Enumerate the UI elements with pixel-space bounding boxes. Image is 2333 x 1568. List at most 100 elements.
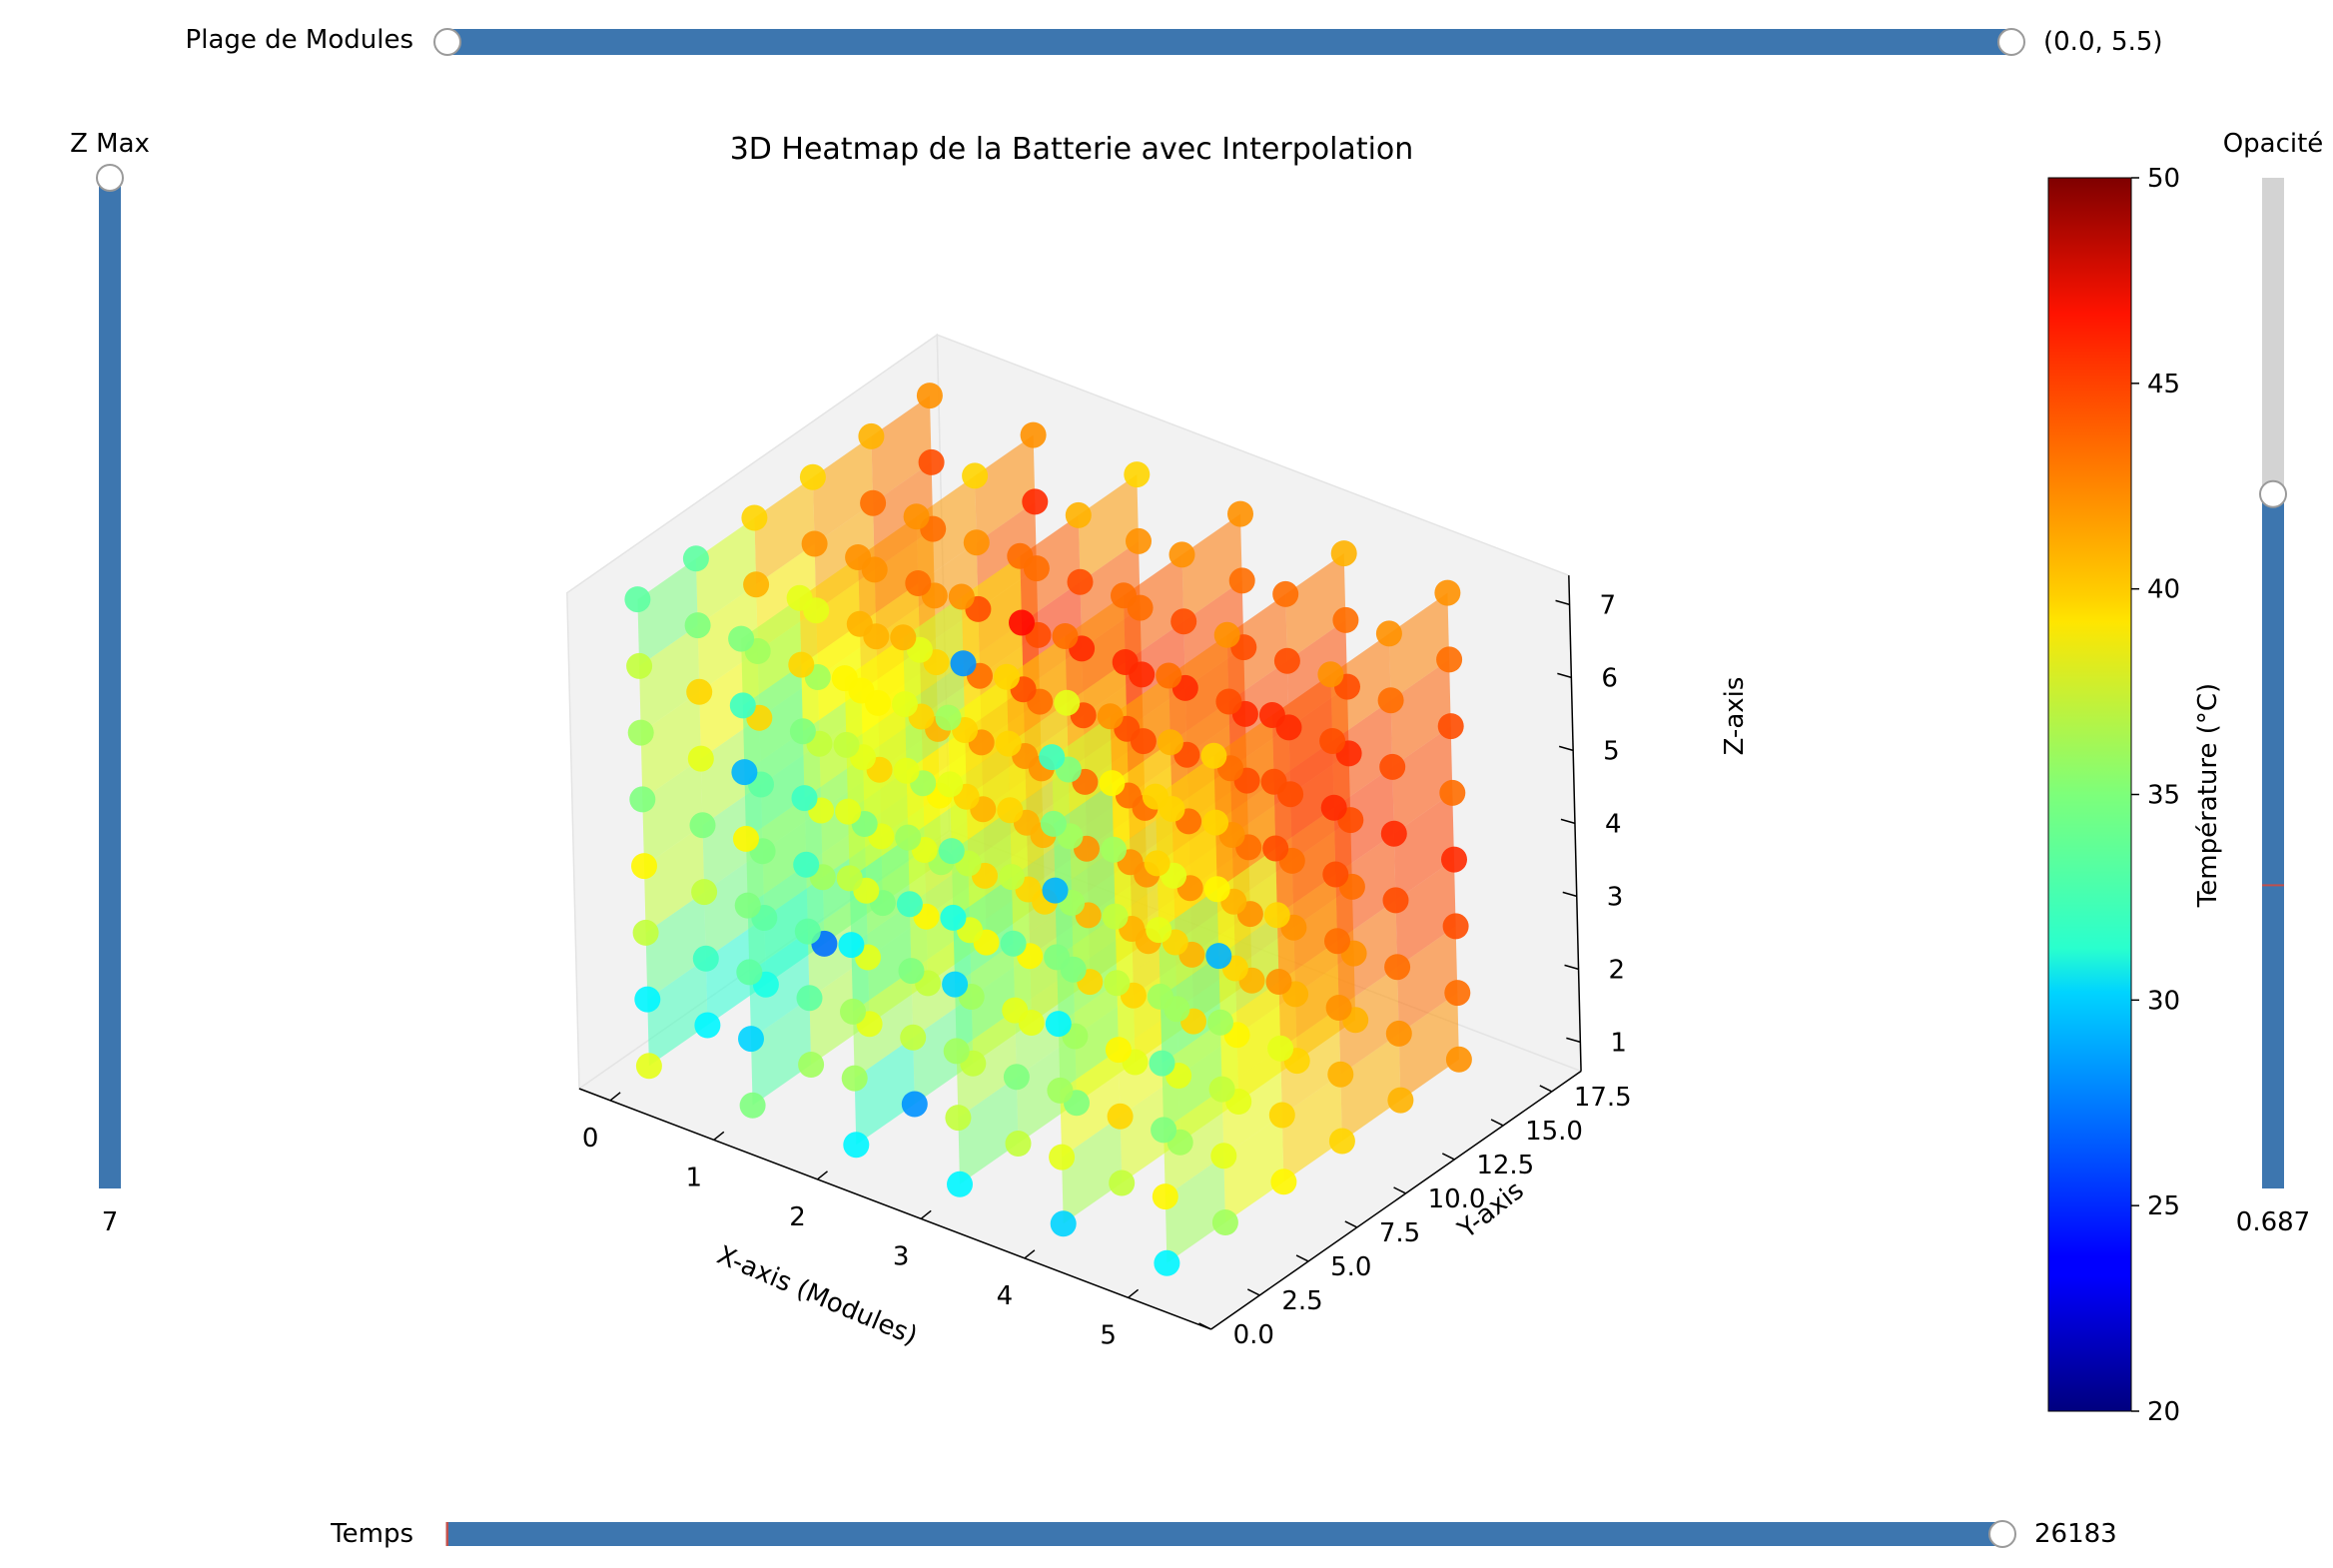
y-tick-label: 5.0 xyxy=(1330,1252,1371,1282)
surface-patch xyxy=(1162,1022,1222,1131)
zmax-slider-handle[interactable] xyxy=(96,164,124,192)
surface-patch xyxy=(645,892,706,1000)
data-point xyxy=(1207,1009,1233,1036)
surface-patch xyxy=(1168,634,1229,743)
data-point xyxy=(1099,770,1126,797)
data-point xyxy=(632,919,659,946)
modules-slider-fill xyxy=(447,29,2011,55)
data-point xyxy=(1047,1077,1074,1104)
data-point xyxy=(794,918,821,945)
surface-patch xyxy=(1397,926,1458,1034)
data-point xyxy=(841,1065,868,1092)
data-point xyxy=(1049,1144,1076,1171)
data-point xyxy=(1439,779,1466,806)
data-point xyxy=(798,1052,825,1078)
surface-patch xyxy=(1065,595,1126,703)
data-point xyxy=(1105,1037,1132,1064)
z-tick xyxy=(1555,599,1570,606)
opacity-slider-handle[interactable] xyxy=(2259,479,2287,508)
modules-slider-handle-max[interactable] xyxy=(1997,28,2025,56)
x-tick xyxy=(713,1131,725,1141)
surface-patch xyxy=(955,943,1016,1052)
data-point xyxy=(1154,1249,1180,1276)
data-point xyxy=(1109,1170,1136,1196)
data-point xyxy=(1273,647,1300,674)
surface-patch xyxy=(956,1010,1017,1119)
zmax-slider[interactable]: Z Max 7 xyxy=(70,129,150,1237)
x-axis-label: X-axis (Modules) xyxy=(712,1240,921,1351)
data-point xyxy=(684,612,711,639)
modules-slider-handle-min[interactable] xyxy=(433,28,461,56)
data-point xyxy=(1379,753,1406,780)
surface-patch xyxy=(1395,859,1456,968)
data-point xyxy=(896,891,923,918)
surface-patch xyxy=(639,625,700,733)
data-point xyxy=(905,570,932,596)
data-point xyxy=(624,586,651,613)
data-point xyxy=(1380,820,1407,847)
x-tick xyxy=(1128,1288,1140,1298)
data-point xyxy=(734,892,761,919)
data-point xyxy=(843,1132,870,1159)
x-tick-label: 0 xyxy=(582,1124,599,1154)
z-tick-label: 2 xyxy=(1609,955,1626,985)
opacity-slider[interactable]: Opacité 0.687 xyxy=(2223,129,2324,1237)
y-tick xyxy=(1490,1119,1504,1127)
surface-patch xyxy=(1226,593,1287,702)
data-point xyxy=(890,624,917,651)
data-point xyxy=(791,785,818,812)
modules-range-slider[interactable]: Plage de Modules (0.0, 5.5) xyxy=(186,25,2163,57)
data-point xyxy=(1436,646,1463,673)
data-point xyxy=(1157,729,1183,756)
x-axis-line xyxy=(578,1088,1211,1330)
data-point xyxy=(1320,794,1347,821)
data-point xyxy=(893,757,920,784)
time-slider-handle[interactable] xyxy=(1988,1520,2016,1548)
y-axis-line xyxy=(1210,1070,1582,1330)
surface-patch xyxy=(754,476,815,585)
data-point xyxy=(1442,913,1469,940)
data-point xyxy=(1000,930,1027,957)
data-point xyxy=(788,651,815,678)
data-point xyxy=(935,704,962,731)
surface-patch xyxy=(637,558,698,666)
data-point xyxy=(1203,876,1230,903)
surface-patch xyxy=(647,958,708,1067)
surface-patch xyxy=(746,798,807,906)
surface-patch xyxy=(1281,1074,1342,1182)
surface-patch xyxy=(1165,1156,1225,1263)
data-point xyxy=(1067,568,1094,595)
data-point xyxy=(729,692,756,719)
data-point xyxy=(1385,1020,1412,1047)
data-point xyxy=(686,678,713,705)
modules-slider-label: Plage de Modules xyxy=(186,25,413,55)
y-tick-label: 7.5 xyxy=(1379,1218,1420,1248)
z-tick xyxy=(1557,672,1572,679)
data-point xyxy=(901,1091,928,1118)
surface-patch xyxy=(871,395,932,503)
data-point xyxy=(1211,1209,1238,1235)
data-point xyxy=(1126,527,1152,554)
data-point xyxy=(846,610,873,637)
surface-patch xyxy=(1164,1089,1224,1197)
data-point xyxy=(1149,1050,1175,1077)
data-point xyxy=(900,1024,927,1051)
surface-patch xyxy=(1271,674,1333,782)
data-point xyxy=(1330,540,1357,567)
data-point xyxy=(1384,954,1411,981)
surface-patch xyxy=(640,691,701,800)
surface-patch xyxy=(1337,900,1398,1008)
data-point xyxy=(1020,421,1047,448)
surface-patch xyxy=(1335,833,1396,942)
y-tick xyxy=(1198,1322,1211,1330)
data-point xyxy=(741,504,768,531)
time-slider-label: Temps xyxy=(330,1519,413,1549)
data-point xyxy=(938,838,965,865)
data-point xyxy=(1102,903,1129,930)
surface-patch xyxy=(741,597,802,706)
data-point xyxy=(1101,836,1127,863)
y-tick-label: 12.5 xyxy=(1476,1151,1534,1180)
data-point xyxy=(1044,944,1071,971)
time-slider[interactable]: Temps 26183 xyxy=(330,1519,2117,1549)
z-tick xyxy=(1562,891,1577,898)
